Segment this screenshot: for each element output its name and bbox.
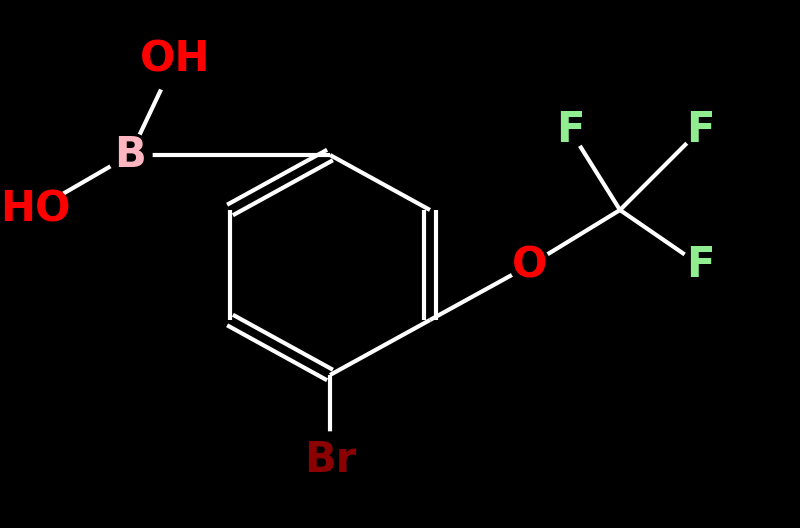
Circle shape [552, 112, 588, 148]
Circle shape [682, 247, 718, 283]
Text: HO: HO [0, 189, 70, 231]
Circle shape [682, 112, 718, 148]
Text: O: O [512, 244, 548, 286]
Text: OH: OH [140, 39, 210, 81]
Circle shape [3, 178, 67, 242]
Circle shape [302, 432, 358, 488]
Text: Br: Br [304, 439, 356, 481]
Text: F: F [686, 244, 714, 286]
Text: F: F [686, 109, 714, 151]
Circle shape [510, 245, 550, 285]
Text: B: B [114, 134, 146, 176]
Circle shape [108, 133, 152, 177]
Text: F: F [556, 109, 584, 151]
Circle shape [143, 28, 207, 92]
